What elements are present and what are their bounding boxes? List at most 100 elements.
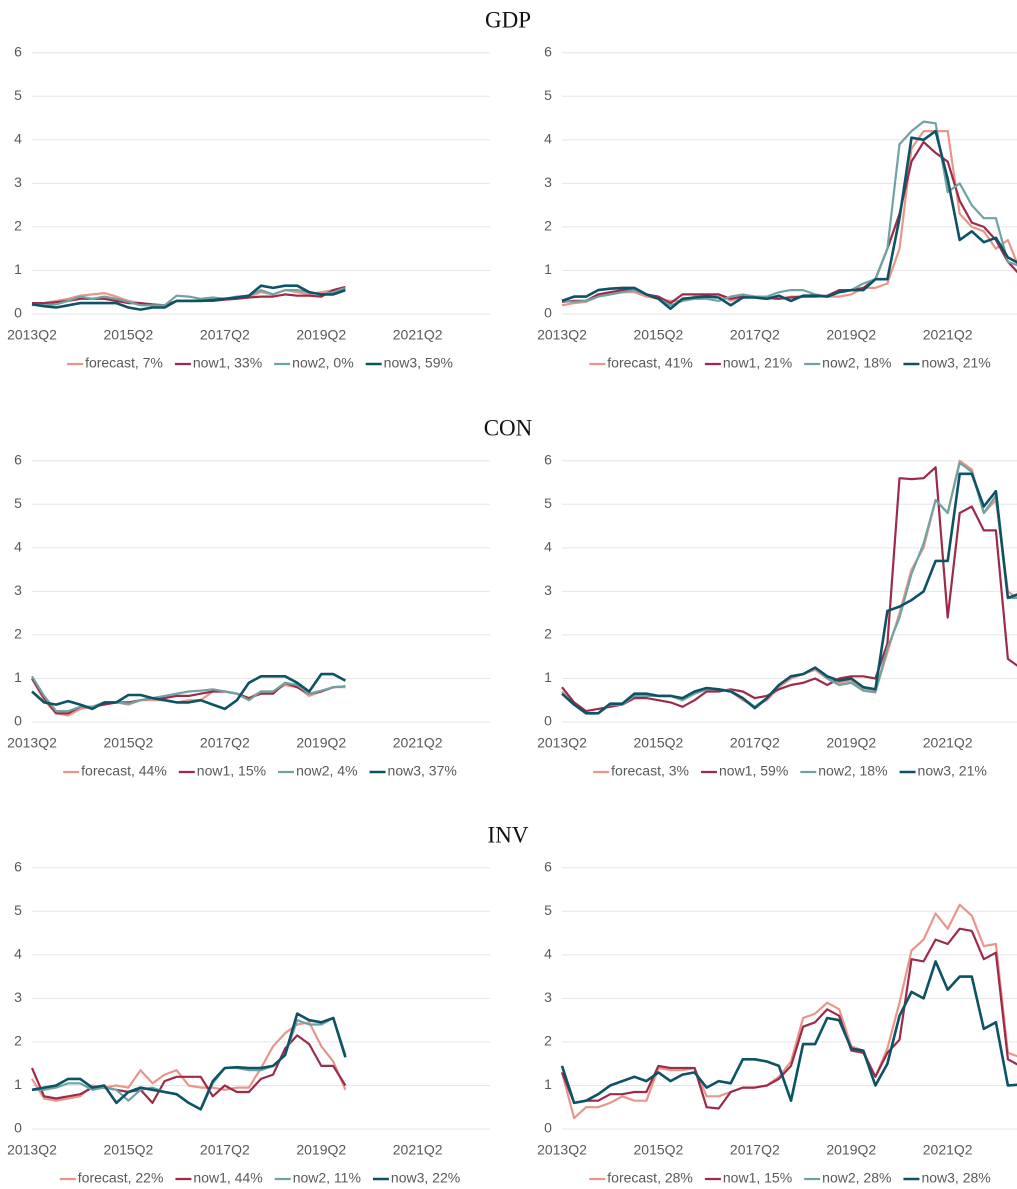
- y-tick-label: 4: [544, 946, 552, 962]
- legend-label: now2, 4%: [296, 763, 357, 779]
- y-tick-label: 5: [14, 902, 22, 918]
- y-tick-label: 3: [14, 582, 22, 598]
- legend-label: now1, 33%: [193, 355, 262, 371]
- series-line: [561, 120, 1017, 307]
- y-tick-label: 3: [544, 174, 552, 190]
- legend-label: now3, 28%: [921, 1170, 990, 1186]
- series-line: [561, 140, 1017, 305]
- x-tick-label: 2019Q2: [826, 327, 876, 343]
- x-tick-label: 2015Q2: [104, 327, 154, 343]
- x-tick-label: 2021Q2: [393, 327, 443, 343]
- series-line: [30, 1034, 347, 1104]
- y-tick-label: 2: [14, 1033, 22, 1049]
- x-tick-label: 2017Q2: [200, 327, 250, 343]
- x-tick-label: 2019Q2: [296, 1142, 346, 1158]
- x-tick-label: 2015Q2: [634, 1142, 684, 1158]
- y-tick-label: 4: [544, 539, 552, 555]
- x-tick-label: 2015Q2: [634, 327, 684, 343]
- series-line: [561, 466, 1017, 713]
- y-tick-label: 2: [544, 1033, 552, 1049]
- y-tick-label: 0: [544, 305, 552, 321]
- x-tick-label: 2013Q2: [537, 735, 587, 751]
- y-tick-label: 0: [14, 1120, 22, 1136]
- x-tick-label: 2013Q2: [7, 735, 57, 751]
- y-tick-label: 5: [544, 495, 552, 511]
- y-tick-label: 4: [544, 131, 552, 147]
- y-tick-label: 1: [544, 669, 552, 685]
- x-tick-label: 2013Q2: [7, 327, 57, 343]
- legend-label: now1, 15%: [723, 1170, 792, 1186]
- legend-label: forecast, 7%: [85, 355, 163, 371]
- y-tick-label: 3: [14, 174, 22, 190]
- y-tick-label: 6: [544, 451, 552, 467]
- x-tick-label: 2019Q2: [826, 1142, 876, 1158]
- y-tick-label: 2: [14, 626, 22, 642]
- series-line: [560, 960, 1017, 1104]
- legend: forecast, 3% now1, 59% now2, 18% now3, 21%: [593, 763, 987, 779]
- panel: 0 1 2 3 4 5 6 2013Q2 2015Q2 2017Q2 2019Q2 2021Q2: [7, 451, 490, 751]
- series-line: [561, 459, 1017, 715]
- legend-label: forecast, 3%: [611, 763, 689, 779]
- x-tick-label: 2017Q2: [730, 327, 780, 343]
- legend-label: now3, 22%: [391, 1170, 460, 1186]
- x-tick-label: 2017Q2: [730, 1142, 780, 1158]
- y-tick-label: 2: [544, 626, 552, 642]
- x-tick-label: 2013Q2: [7, 1142, 57, 1158]
- series-line: [561, 130, 1017, 307]
- panel: 0 1 2 3 4 5 6 2013Q2 2015Q2 2017Q2 2019Q2 2021Q2: [7, 858, 490, 1158]
- y-tick-label: 6: [14, 858, 22, 874]
- legend-label: now2, 11%: [293, 1170, 361, 1186]
- series-line: [31, 675, 346, 713]
- legend-label: forecast, 41%: [607, 355, 693, 371]
- x-tick-label: 2013Q2: [537, 327, 587, 343]
- series-line: [31, 1012, 347, 1111]
- legend-label: now3, 21%: [921, 355, 990, 371]
- x-tick-label: 2019Q2: [826, 735, 876, 751]
- panel: 0 1 2 3 4 5 6 2013Q2 2015Q2 2017Q2 2019Q2 2021Q2: [537, 858, 1017, 1158]
- legend-label: forecast, 44%: [81, 763, 167, 779]
- panel: 0 1 2 3 4 5 6 2013Q2 2015Q2 2017Q2 2019Q2 2021Q2: [7, 43, 490, 343]
- y-tick-label: 0: [544, 713, 552, 729]
- y-tick-label: 5: [14, 87, 22, 103]
- series-line: [31, 286, 346, 307]
- y-tick-label: 3: [544, 582, 552, 598]
- x-tick-label: 2017Q2: [200, 735, 250, 751]
- y-tick-label: 1: [544, 1076, 552, 1092]
- x-tick-label: 2021Q2: [393, 1142, 443, 1158]
- y-tick-label: 0: [14, 713, 22, 729]
- series-line: [31, 672, 347, 711]
- x-tick-label: 2015Q2: [634, 735, 684, 751]
- legend-label: now2, 18%: [822, 355, 891, 371]
- y-tick-label: 2: [14, 218, 22, 234]
- series-line: [560, 927, 1017, 1110]
- legend-label: forecast, 28%: [607, 1170, 693, 1186]
- y-tick-label: 6: [544, 43, 552, 59]
- legend-label: now1, 21%: [723, 355, 792, 371]
- y-tick-label: 3: [14, 989, 22, 1005]
- y-tick-label: 1: [544, 261, 552, 277]
- series-line: [31, 284, 346, 311]
- y-tick-label: 1: [14, 669, 22, 685]
- y-tick-label: 6: [14, 451, 22, 467]
- legend-label: now2, 28%: [822, 1170, 891, 1186]
- legend-label: now1, 15%: [197, 763, 266, 779]
- series-line: [560, 903, 1017, 1120]
- y-tick-label: 4: [14, 946, 22, 962]
- section-title: INV: [488, 822, 529, 847]
- y-tick-label: 4: [14, 539, 22, 555]
- y-tick-label: 0: [14, 305, 22, 321]
- x-tick-label: 2017Q2: [200, 1142, 250, 1158]
- series-line: [31, 1021, 347, 1102]
- legend-label: now1, 59%: [719, 763, 788, 779]
- legend-label: now3, 59%: [384, 355, 453, 371]
- legend: forecast, 7% now1, 33% now2, 0% now3, 59%: [67, 355, 453, 371]
- series-line: [561, 472, 1017, 715]
- series-line: [561, 129, 1017, 311]
- section-title: CON: [484, 415, 533, 440]
- series-line: [560, 960, 1017, 1105]
- y-tick-label: 5: [544, 902, 552, 918]
- y-tick-label: 4: [14, 131, 22, 147]
- y-tick-label: 5: [14, 495, 22, 511]
